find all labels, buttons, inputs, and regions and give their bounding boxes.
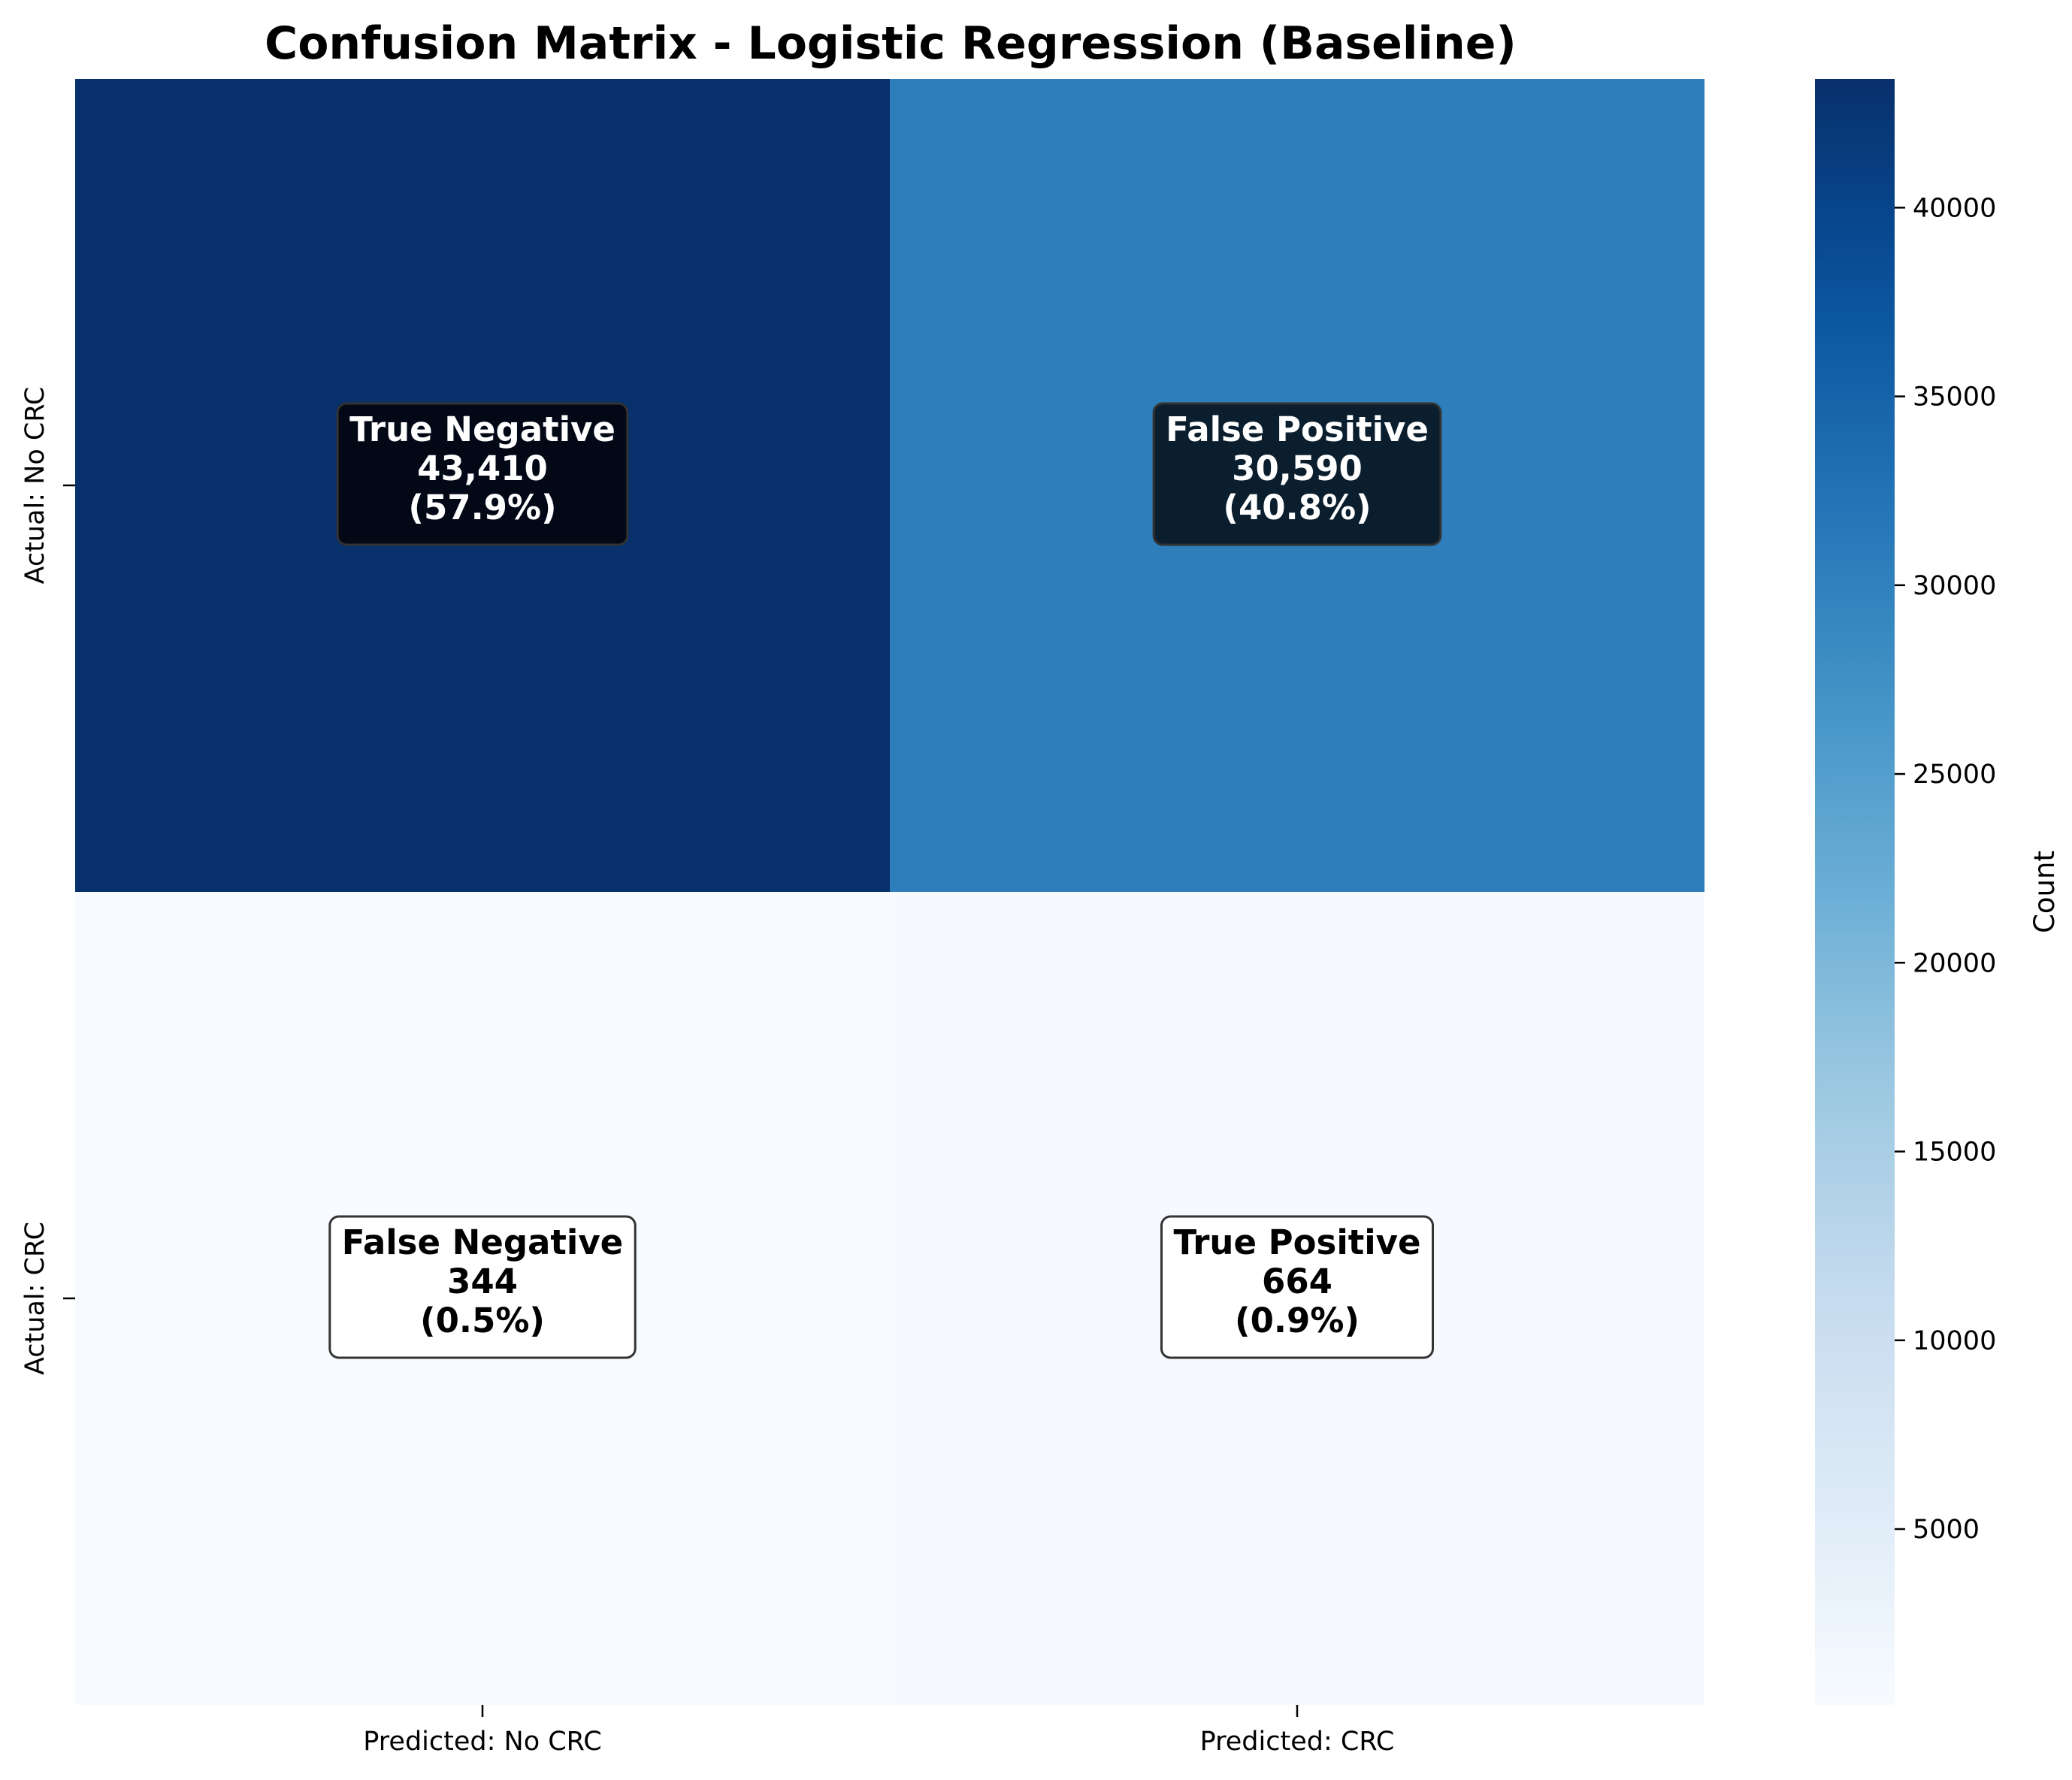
cell-count: 30,590 xyxy=(1232,449,1363,488)
colorbar-label: Count xyxy=(2028,851,2061,933)
colorbar-tick-label: 30000 xyxy=(1913,571,1996,601)
annotation-box xyxy=(328,1215,637,1359)
cell-percent: (0.9%) xyxy=(1235,1301,1360,1340)
y-tick-label: Actual: No CRC xyxy=(20,387,50,585)
colorbar-tick-label: 15000 xyxy=(1913,1138,1996,1168)
cell-category: True Negative xyxy=(349,409,616,449)
cell-category: True Positive xyxy=(1173,1222,1420,1262)
colorbar: 5000 10000 15000 20000 25000 30000 35000 40000 C… xyxy=(1815,79,2061,1705)
colorbar-tick-label: 35000 xyxy=(1913,382,1996,413)
colorbar-tick-label: 10000 xyxy=(1913,1326,1996,1356)
axes: Predicted: No CRC Predicted: CRC Actual: N… xyxy=(20,387,1394,1757)
heatmap-grid xyxy=(75,79,1704,1705)
cell-percent: (40.8%) xyxy=(1223,488,1371,527)
colorbar-tick-label: 40000 xyxy=(1913,193,1996,223)
annotation-box xyxy=(1160,1215,1435,1359)
cell-category: False Positive xyxy=(1166,409,1429,449)
cell-category: False Negative xyxy=(342,1222,623,1262)
colorbar-tick-label: 20000 xyxy=(1913,948,1996,978)
x-tick-label: Predicted: CRC xyxy=(1200,1727,1395,1757)
annotation-box xyxy=(336,402,629,546)
colorbar-gradient xyxy=(1815,79,1895,1705)
annotation-box xyxy=(1152,402,1442,546)
cell-percent: (0.5%) xyxy=(420,1301,545,1340)
colorbar-tick-label: 5000 xyxy=(1913,1515,1980,1545)
cell-count: 43,410 xyxy=(417,449,548,488)
x-tick-label: Predicted: No CRC xyxy=(363,1727,601,1757)
y-tick-label: Actual: CRC xyxy=(20,1222,50,1375)
cell-count: 664 xyxy=(1262,1262,1332,1301)
chart-title: Confusion Matrix - Logistic Regression (… xyxy=(265,17,1517,70)
cell-percent: (57.9%) xyxy=(408,488,556,527)
cell-count: 344 xyxy=(447,1262,518,1301)
colorbar-tick-label: 25000 xyxy=(1913,760,1996,790)
